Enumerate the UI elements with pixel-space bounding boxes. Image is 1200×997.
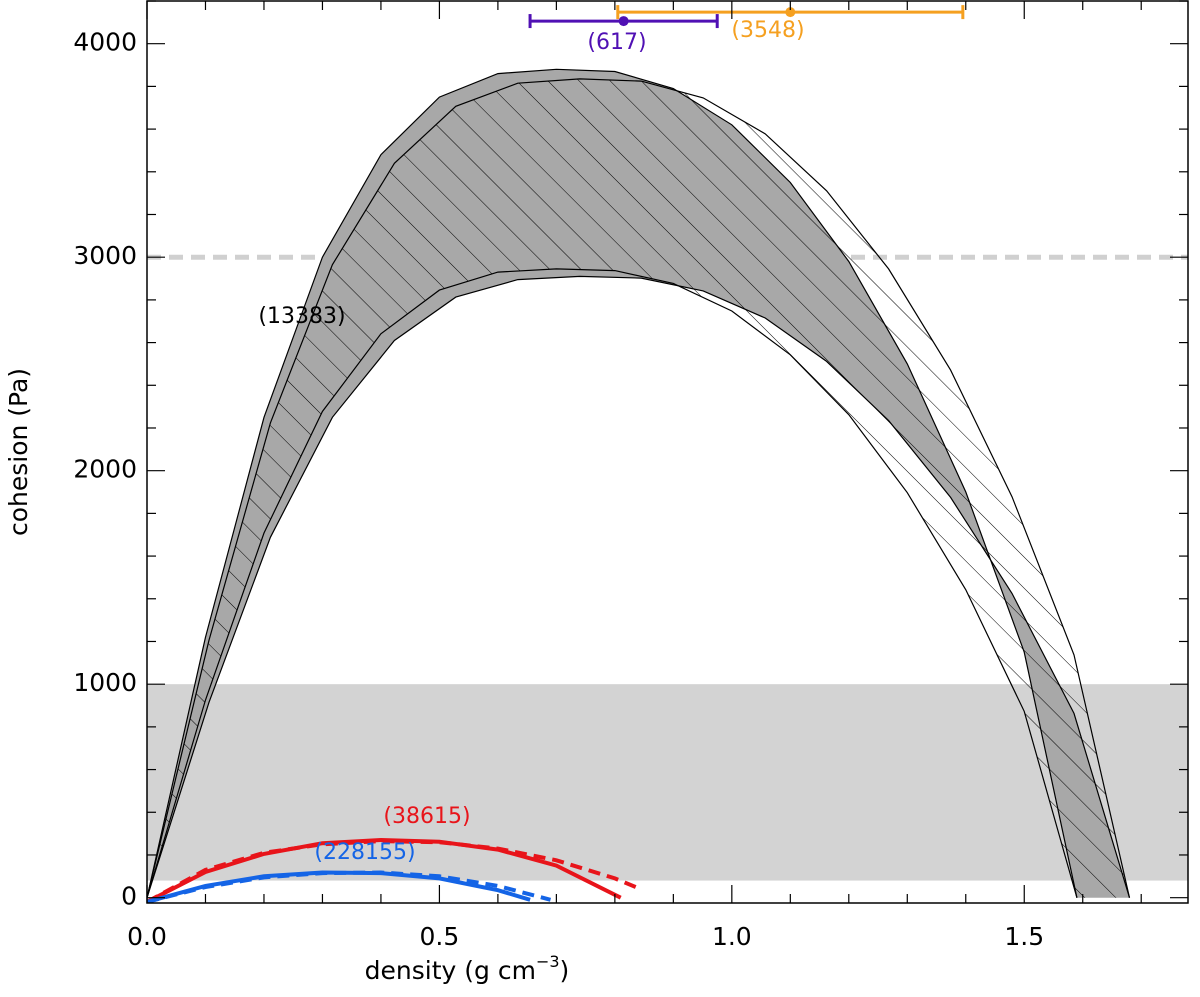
shaded-band bbox=[147, 684, 1188, 881]
y-tick-label: 4000 bbox=[73, 28, 137, 57]
annotation: (13383) bbox=[258, 304, 345, 329]
y-tick-label: 1000 bbox=[73, 668, 137, 697]
x-tick-label: 0.5 bbox=[420, 922, 460, 951]
error-label: (3548) bbox=[731, 18, 804, 43]
x-axis-title-sup: −3 bbox=[536, 952, 560, 971]
error-label: (617) bbox=[587, 30, 646, 55]
y-tick-label: 2000 bbox=[73, 455, 137, 484]
boundary-curve bbox=[147, 68, 1078, 898]
plot-area bbox=[147, 68, 1188, 903]
error-point bbox=[618, 16, 629, 27]
model-curve bbox=[147, 870, 531, 903]
plot-frame bbox=[146, 0, 1189, 904]
model-curve bbox=[147, 870, 552, 903]
annotation: (228155) bbox=[314, 840, 415, 865]
x-tick-label: 1.0 bbox=[712, 922, 752, 951]
x-axis-title-main: density (g cm bbox=[365, 956, 536, 985]
x-axis-title: density (g cm−3) bbox=[365, 952, 570, 986]
model-curve bbox=[147, 839, 640, 903]
x-tick-label: 0.0 bbox=[127, 922, 167, 951]
hatched-region bbox=[147, 78, 1130, 898]
y-tick-label: 0 bbox=[121, 882, 137, 911]
annotation: (38615) bbox=[383, 804, 470, 829]
y-axis-title: cohesion (Pa) bbox=[4, 368, 33, 536]
boundary-curve bbox=[147, 78, 1131, 898]
boundary-curve bbox=[147, 268, 1078, 898]
y-tick-label: 3000 bbox=[73, 241, 137, 270]
error-point bbox=[785, 7, 796, 18]
x-tick-label: 1.5 bbox=[1004, 922, 1044, 951]
boundary-curve bbox=[147, 275, 1131, 898]
x-axis-title-end: ) bbox=[560, 956, 570, 985]
